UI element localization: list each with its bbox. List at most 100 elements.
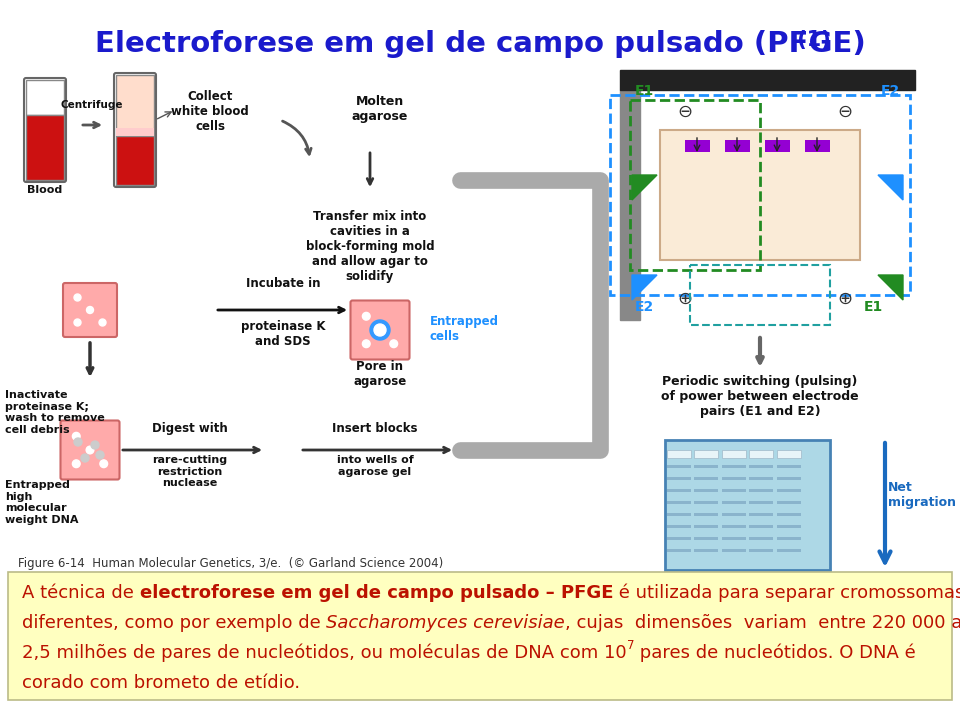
Bar xyxy=(722,525,746,528)
Bar xyxy=(777,489,801,492)
Text: Molten
agarose: Molten agarose xyxy=(351,95,408,123)
Text: ⊖: ⊖ xyxy=(678,103,692,121)
Bar xyxy=(694,465,718,468)
Polygon shape xyxy=(620,90,640,320)
Circle shape xyxy=(362,340,371,348)
Bar xyxy=(694,501,718,504)
Circle shape xyxy=(374,324,386,336)
Polygon shape xyxy=(632,275,657,300)
Bar xyxy=(667,450,691,458)
Bar xyxy=(722,450,746,458)
Bar xyxy=(765,140,790,152)
Bar xyxy=(667,465,691,468)
Text: E1: E1 xyxy=(635,84,655,98)
Bar xyxy=(749,477,773,480)
Text: proteinase K
and SDS: proteinase K and SDS xyxy=(241,320,325,348)
Text: Electroforese em gel de campo pulsado (PFGE): Electroforese em gel de campo pulsado (P… xyxy=(95,30,865,58)
Text: Entrapped
cells: Entrapped cells xyxy=(430,315,499,343)
Text: Incubate in: Incubate in xyxy=(246,277,321,290)
Bar xyxy=(749,489,773,492)
Text: 7: 7 xyxy=(627,639,635,652)
Bar xyxy=(777,537,801,540)
FancyBboxPatch shape xyxy=(26,80,64,115)
Bar xyxy=(722,537,746,540)
Circle shape xyxy=(99,319,106,326)
Polygon shape xyxy=(632,175,657,200)
Bar xyxy=(749,450,773,458)
Text: pares de nucleótidos. O DNA é: pares de nucleótidos. O DNA é xyxy=(635,644,916,663)
Text: Blood: Blood xyxy=(28,185,62,195)
Text: E2: E2 xyxy=(635,300,655,314)
Text: Figure 6-14  Human Molecular Genetics, 3/e.  (© Garland Science 2004): Figure 6-14 Human Molecular Genetics, 3/… xyxy=(18,557,444,570)
Circle shape xyxy=(72,460,80,467)
Bar xyxy=(694,450,718,458)
Bar xyxy=(667,549,691,552)
Text: Inactivate
proteinase K;
wash to remove
cell debris: Inactivate proteinase K; wash to remove … xyxy=(5,390,105,435)
Bar xyxy=(660,130,860,260)
Circle shape xyxy=(362,312,371,320)
Bar xyxy=(722,477,746,480)
Bar xyxy=(777,513,801,516)
Text: A técnica de: A técnica de xyxy=(22,584,139,602)
Bar xyxy=(749,549,773,552)
Text: diferentes, como por exemplo de: diferentes, como por exemplo de xyxy=(22,614,326,632)
Circle shape xyxy=(72,433,80,440)
Bar xyxy=(722,513,746,516)
Bar xyxy=(116,127,154,135)
Bar xyxy=(749,501,773,504)
Bar xyxy=(749,525,773,528)
Bar xyxy=(694,477,718,480)
Bar xyxy=(667,489,691,492)
Text: Entrapped
high
molecular
weight DNA: Entrapped high molecular weight DNA xyxy=(5,480,79,525)
Bar xyxy=(694,549,718,552)
FancyBboxPatch shape xyxy=(116,135,154,185)
Text: Saccharomyces cerevisiae: Saccharomyces cerevisiae xyxy=(326,614,565,632)
Bar xyxy=(722,549,746,552)
Circle shape xyxy=(390,340,397,348)
Circle shape xyxy=(100,460,108,467)
Circle shape xyxy=(86,307,93,314)
Circle shape xyxy=(81,454,89,462)
Bar xyxy=(667,501,691,504)
Bar xyxy=(667,513,691,516)
Bar xyxy=(749,513,773,516)
Bar xyxy=(777,477,801,480)
Polygon shape xyxy=(620,70,915,90)
Text: E2: E2 xyxy=(880,84,900,98)
Text: Collect
white blood
cells: Collect white blood cells xyxy=(171,90,249,133)
Text: Centrifuge: Centrifuge xyxy=(60,100,123,110)
Text: into wells of
agarose gel: into wells of agarose gel xyxy=(337,455,414,476)
Bar xyxy=(722,501,746,504)
Text: 2,5 milhões de pares de nucleótidos, ou moléculas de DNA com 10: 2,5 milhões de pares de nucleótidos, ou … xyxy=(22,644,627,663)
FancyBboxPatch shape xyxy=(8,572,952,700)
Text: Pore in
agarose: Pore in agarose xyxy=(353,360,407,388)
Bar xyxy=(667,525,691,528)
Circle shape xyxy=(74,294,81,301)
Text: é utilizada para separar cromossomas: é utilizada para separar cromossomas xyxy=(613,584,960,603)
Bar xyxy=(749,537,773,540)
Bar xyxy=(694,525,718,528)
Bar xyxy=(694,537,718,540)
Circle shape xyxy=(96,451,104,459)
FancyBboxPatch shape xyxy=(26,115,64,180)
Polygon shape xyxy=(878,175,903,200)
Text: ⊕: ⊕ xyxy=(678,290,692,308)
Circle shape xyxy=(86,446,94,454)
Bar xyxy=(685,140,710,152)
Bar xyxy=(777,549,801,552)
Bar xyxy=(722,465,746,468)
Text: rare-cutting
restriction
nuclease: rare-cutting restriction nuclease xyxy=(153,455,228,489)
Text: Periodic switching (pulsing)
of power between electrode
pairs (E1 and E2): Periodic switching (pulsing) of power be… xyxy=(661,375,859,418)
Bar xyxy=(694,489,718,492)
Bar xyxy=(777,501,801,504)
Text: Transfer mix into
cavities in a
block-forming mold
and allow agar to
solidify: Transfer mix into cavities in a block-fo… xyxy=(305,210,434,283)
Text: ⊖: ⊖ xyxy=(837,103,852,121)
Bar xyxy=(667,537,691,540)
Text: Insert blocks: Insert blocks xyxy=(332,422,418,435)
Text: (1): (1) xyxy=(790,30,830,50)
Bar xyxy=(805,140,830,152)
Bar xyxy=(665,440,830,570)
Circle shape xyxy=(376,326,384,334)
Circle shape xyxy=(370,320,390,340)
FancyBboxPatch shape xyxy=(350,300,410,360)
